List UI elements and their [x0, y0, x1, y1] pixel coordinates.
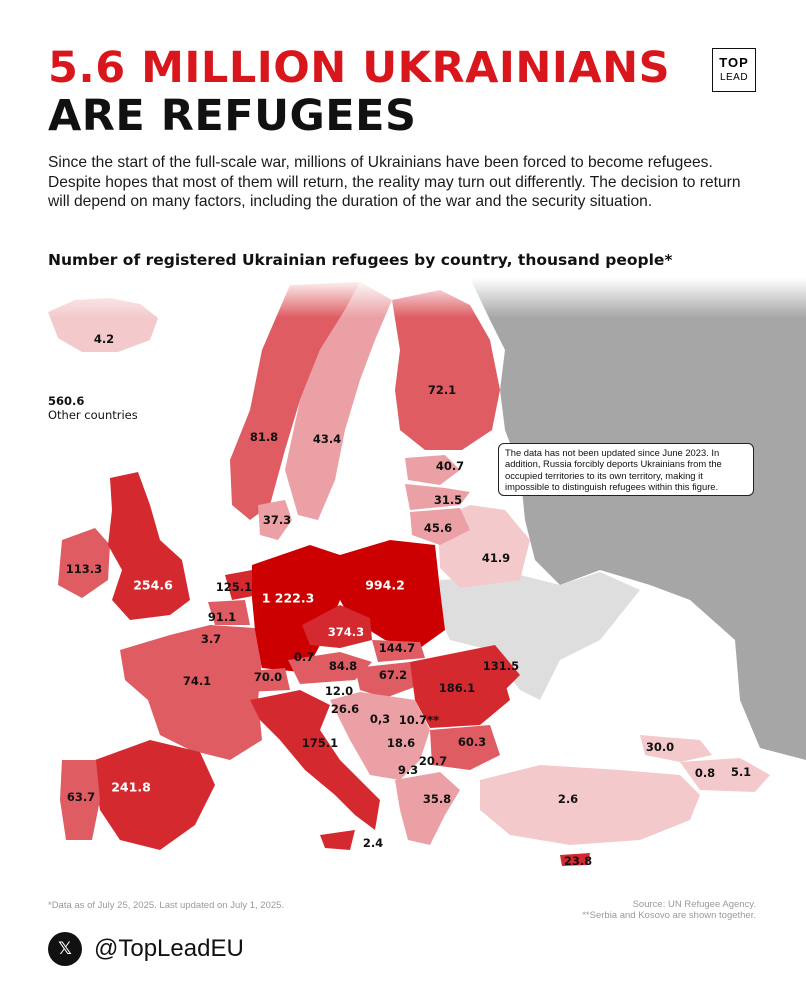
label-slovenia: 12.0 — [324, 684, 354, 698]
switzerland-shape — [240, 668, 290, 692]
austria-shape — [288, 652, 372, 684]
slovakia-shape — [372, 640, 425, 662]
label-north-macedonia: 20.7 — [418, 754, 448, 768]
estonia-shape — [405, 455, 460, 485]
label-belarus-region: 41.9 — [481, 551, 511, 565]
sweden-shape — [285, 282, 392, 520]
label-portugal: 63.7 — [66, 790, 96, 804]
hungary-shape — [355, 662, 420, 698]
label-liechtenstein: 0.7 — [293, 650, 315, 664]
label-georgia: 30.0 — [645, 740, 675, 754]
map-subtitle: Number of registered Ukrainian refugees … — [48, 251, 673, 269]
label-malta: 2.4 — [362, 836, 384, 850]
romania-shape — [410, 650, 510, 728]
label-azerbaijan: 5.1 — [730, 765, 752, 779]
title-line-2: ARE REFUGEES — [48, 91, 417, 141]
ireland-shape — [58, 528, 110, 598]
label-turkey: 2.6 — [557, 792, 579, 806]
intro-paragraph: Since the start of the full-scale war, m… — [48, 154, 741, 210]
label-lithuania: 31.5 — [433, 493, 463, 507]
russia-data-note: The data has not been updated since June… — [498, 443, 754, 497]
label-austria: 84.8 — [328, 659, 358, 673]
label-uk: 254.6 — [133, 577, 173, 593]
denmark-shape — [258, 500, 292, 540]
logo-top-text: TOP — [719, 55, 749, 70]
label-hungary: 67.2 — [378, 668, 408, 682]
label-czechia: 374.3 — [327, 625, 365, 639]
toplead-logo: TOP LEAD — [712, 48, 756, 92]
label-denmark: 37.3 — [262, 513, 292, 527]
label-finland: 72.1 — [427, 383, 457, 397]
greece-shape — [395, 772, 460, 845]
netherlands-shape — [225, 570, 258, 600]
czechia-shape — [302, 605, 372, 648]
bulgaria-shape — [430, 725, 500, 770]
balkans-shape — [330, 692, 430, 780]
italy-shape — [250, 690, 380, 830]
label-sweden: 43.4 — [312, 432, 342, 446]
latvia-shape — [405, 484, 470, 510]
label-estonia-kaliningrad: 45.6 — [423, 521, 453, 535]
russia-region — [470, 278, 806, 760]
label-poland: 994.2 — [365, 577, 405, 593]
social-handle-text[interactable]: @TopLeadEU — [94, 935, 244, 962]
spain-shape — [95, 740, 215, 850]
ukraine-region — [436, 572, 640, 700]
portugal-shape — [60, 760, 100, 840]
label-netherlands: 125.1 — [215, 580, 253, 594]
source-line: Source: UN Refugee Agency. — [632, 899, 756, 910]
footnote-source: Source: UN Refugee Agency. **Serbia and … — [582, 899, 756, 921]
sicily-shape — [320, 830, 355, 850]
cyprus-shape — [560, 853, 590, 866]
footnote-date: *Data as of July 25, 2025. Last updated … — [48, 900, 285, 911]
moldova-shape — [470, 645, 520, 690]
label-slovakia: 144.7 — [378, 641, 416, 655]
label-moldova: 131.5 — [482, 659, 520, 673]
label-germany: 1 222.3 — [261, 590, 315, 606]
other-countries: 560.6 Other countries — [48, 394, 138, 422]
label-latvia: 40.7 — [435, 459, 465, 473]
label-iceland: 4.2 — [93, 332, 115, 346]
label-serbia-kosovo: 10.7** — [398, 713, 440, 727]
finland-shape — [392, 290, 500, 450]
label-switzerland: 70.0 — [253, 670, 283, 684]
france-shape — [120, 625, 262, 760]
other-countries-label: Other countries — [48, 408, 138, 422]
serbia-kosovo-note: **Serbia and Kosovo are shown together. — [582, 910, 756, 921]
armenia-azerbaijan-shape — [680, 758, 770, 792]
label-luxembourg: 3.7 — [200, 632, 222, 646]
other-countries-value: 560.6 — [48, 394, 85, 408]
label-ireland: 113.3 — [65, 562, 103, 576]
label-croatia: 26.6 — [330, 702, 360, 716]
norway-shape — [230, 282, 360, 520]
label-cyprus: 23.8 — [563, 854, 593, 868]
lithuania-shape — [410, 508, 470, 545]
label-italy: 175.1 — [301, 736, 339, 750]
label-spain: 241.8 — [111, 779, 151, 795]
title-line-1: 5.6 MILLION UKRAINIANS — [48, 43, 671, 93]
turkey-shape — [480, 765, 700, 845]
label-belgium: 91.1 — [207, 610, 237, 624]
x-logo-icon[interactable]: 𝕏 — [48, 932, 82, 966]
label-norway: 81.8 — [249, 430, 279, 444]
label-greece: 35.8 — [422, 792, 452, 806]
label-albania: 9.3 — [397, 763, 419, 777]
label-armenia: 0.8 — [694, 766, 716, 780]
logo-bottom-text: LEAD — [719, 72, 749, 83]
label-montenegro: 18.6 — [386, 736, 416, 750]
label-bulgaria: 60.3 — [457, 735, 487, 749]
uk-shape — [108, 472, 190, 620]
belgium-shape — [208, 600, 250, 625]
social-handle[interactable]: 𝕏 @TopLeadEU — [48, 932, 244, 966]
georgia-shape — [640, 735, 712, 762]
label-romania: 186.1 — [438, 681, 476, 695]
label-france: 74.1 — [182, 674, 212, 688]
label-bosnia: 0,3 — [369, 712, 391, 726]
europe-map — [0, 278, 806, 866]
